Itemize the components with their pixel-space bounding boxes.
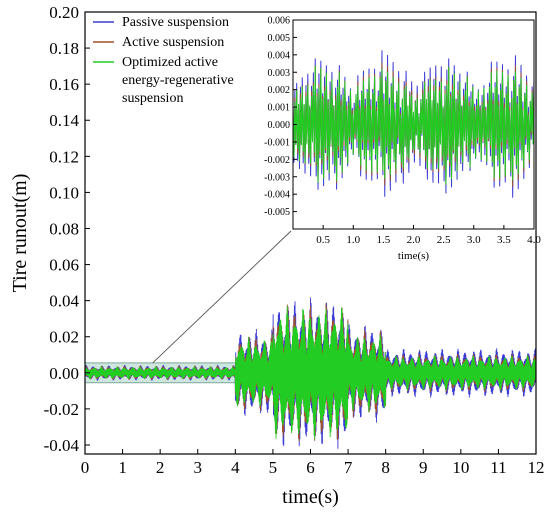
inset-series-line-2 xyxy=(292,65,535,185)
x-tick-label: 9 xyxy=(419,458,428,477)
y-tick-label: -0.04 xyxy=(44,436,80,455)
legend-label: energy-regenerative xyxy=(122,73,234,88)
x-tick-label: 8 xyxy=(381,458,390,477)
legend-label: Active suspension xyxy=(122,35,224,50)
x-tick-label: 2 xyxy=(156,458,165,477)
y-tick-label: 0.16 xyxy=(49,75,79,94)
y-tick-label: 0.10 xyxy=(49,183,79,202)
legend-label: suspension xyxy=(122,91,183,106)
x-tick-label: 0 xyxy=(81,458,90,477)
x-tick-label: 12 xyxy=(528,458,545,477)
x-tick-label: 6 xyxy=(306,458,315,477)
legend-label: Optimized active xyxy=(122,55,218,70)
inset-x-tick-label: 0.5 xyxy=(316,234,330,246)
series-line-2 xyxy=(84,306,537,439)
inset-x-tick-label: 4.0 xyxy=(527,234,541,246)
x-tick-label: 7 xyxy=(344,458,353,477)
inset-y-tick-label: 0.004 xyxy=(268,50,291,61)
y-tick-label: 0.00 xyxy=(49,364,79,383)
x-axis-label: time(s) xyxy=(282,486,339,508)
inset-y-tick-label: -0.001 xyxy=(264,137,290,148)
legend: Passive suspension Active suspension Optim… xyxy=(93,15,234,106)
inset-y-tick-label: -0.004 xyxy=(264,190,290,201)
y-tick-label: 0.04 xyxy=(49,292,79,311)
y-tick-label: 0.02 xyxy=(49,328,79,347)
inset-x-tick-label: 1.5 xyxy=(377,234,391,246)
y-tick-label: 0.06 xyxy=(49,256,79,275)
inset-y-tick-label: -0.002 xyxy=(264,155,290,166)
x-tick-label: 3 xyxy=(194,458,203,477)
y-tick-label: 0.08 xyxy=(49,219,79,238)
inset-x-tick-label: 2.5 xyxy=(437,234,451,246)
inset-x-tick-label: 2.0 xyxy=(407,234,421,246)
inset-x-tick-label: 3.5 xyxy=(497,234,511,246)
y-tick-label: 0.14 xyxy=(49,111,79,130)
legend-label: Passive suspension xyxy=(122,15,229,30)
y-tick-label: 0.20 xyxy=(49,3,79,22)
y-tick-label: -0.02 xyxy=(44,400,79,419)
x-tick-label: 4 xyxy=(231,458,240,477)
y-tick-label: 0.18 xyxy=(49,39,79,58)
inset-y-tick-label: 0.000 xyxy=(268,120,291,131)
x-tick-label: 1 xyxy=(118,458,127,477)
y-axis-label: Tire runout(m) xyxy=(9,174,31,293)
main-chart: 0 1 2 3 4 5 6 7 8 9 10 11 120.200.180.160.140.120.10… xyxy=(9,3,545,508)
x-tick-label: 10 xyxy=(452,458,469,477)
x-tick-label: 5 xyxy=(269,458,278,477)
inset-y-tick-label: -0.005 xyxy=(264,207,290,218)
inset-chart: 0.5 1.0 1.5 2.0 2.5 3.0 3.5 4.0 0.006 0.005 0.004 0… xyxy=(264,16,541,263)
inset-x-tick-label: 3.0 xyxy=(467,234,481,246)
inset-y-tick-label: 0.006 xyxy=(268,16,291,27)
x-tick-label: 11 xyxy=(490,458,506,477)
y-tick-label: 0.12 xyxy=(49,147,79,166)
inset-y-tick-label: 0.005 xyxy=(268,33,291,44)
zoom-connector xyxy=(152,230,292,364)
inset-x-tick-label: 1.0 xyxy=(346,234,360,246)
inset-y-tick-label: 0.003 xyxy=(268,68,291,79)
inset-y-tick-label: -0.003 xyxy=(264,172,290,183)
inset-y-tick-label: 0.002 xyxy=(268,85,291,96)
inset-x-axis-label: time(s) xyxy=(398,250,429,262)
inset-y-tick-label: 0.001 xyxy=(268,103,291,114)
